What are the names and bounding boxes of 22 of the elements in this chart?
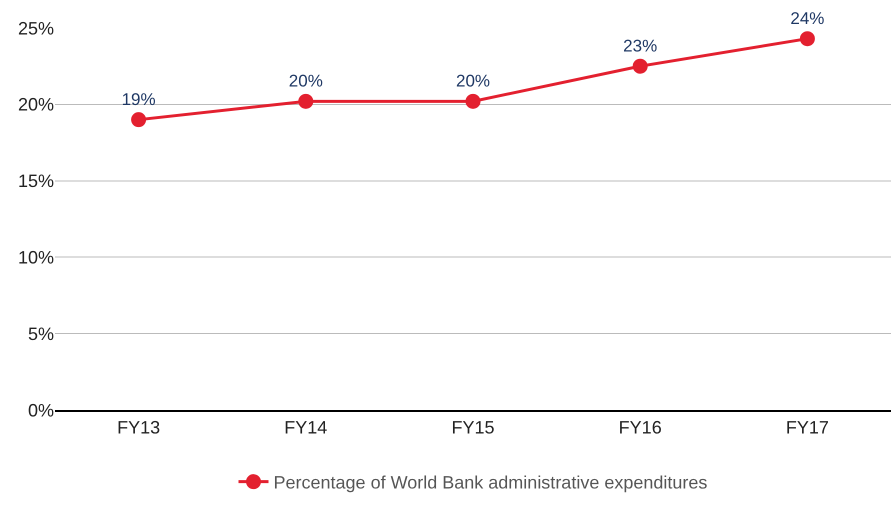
x-tick-label: FY16: [618, 418, 662, 438]
data-label: 20%: [456, 72, 490, 91]
point: [466, 94, 480, 109]
legend-label: Percentage of World Bank administrative expenditures: [274, 472, 708, 493]
y-tick-label: 20%: [18, 94, 54, 115]
y-tick-label: 10%: [18, 248, 54, 268]
point: [632, 58, 648, 74]
x-tick-label: FY14: [284, 418, 328, 438]
data-label: 19%: [122, 90, 156, 110]
y-tick-label: 5%: [28, 324, 54, 344]
x-tick-label: FY17: [786, 418, 829, 438]
point: [800, 31, 815, 46]
x-tick-label: FY15: [451, 418, 495, 438]
y-tick-label: 15%: [18, 171, 54, 192]
x-tick-label: FY13: [117, 418, 160, 438]
data-label: 24%: [790, 9, 824, 28]
data-label: 20%: [288, 72, 323, 91]
point: [131, 112, 146, 128]
y-tick-label: 0%: [28, 400, 54, 420]
point: [298, 94, 314, 109]
y-tick-label: 25%: [18, 18, 54, 38]
data-label: 23%: [623, 36, 658, 56]
